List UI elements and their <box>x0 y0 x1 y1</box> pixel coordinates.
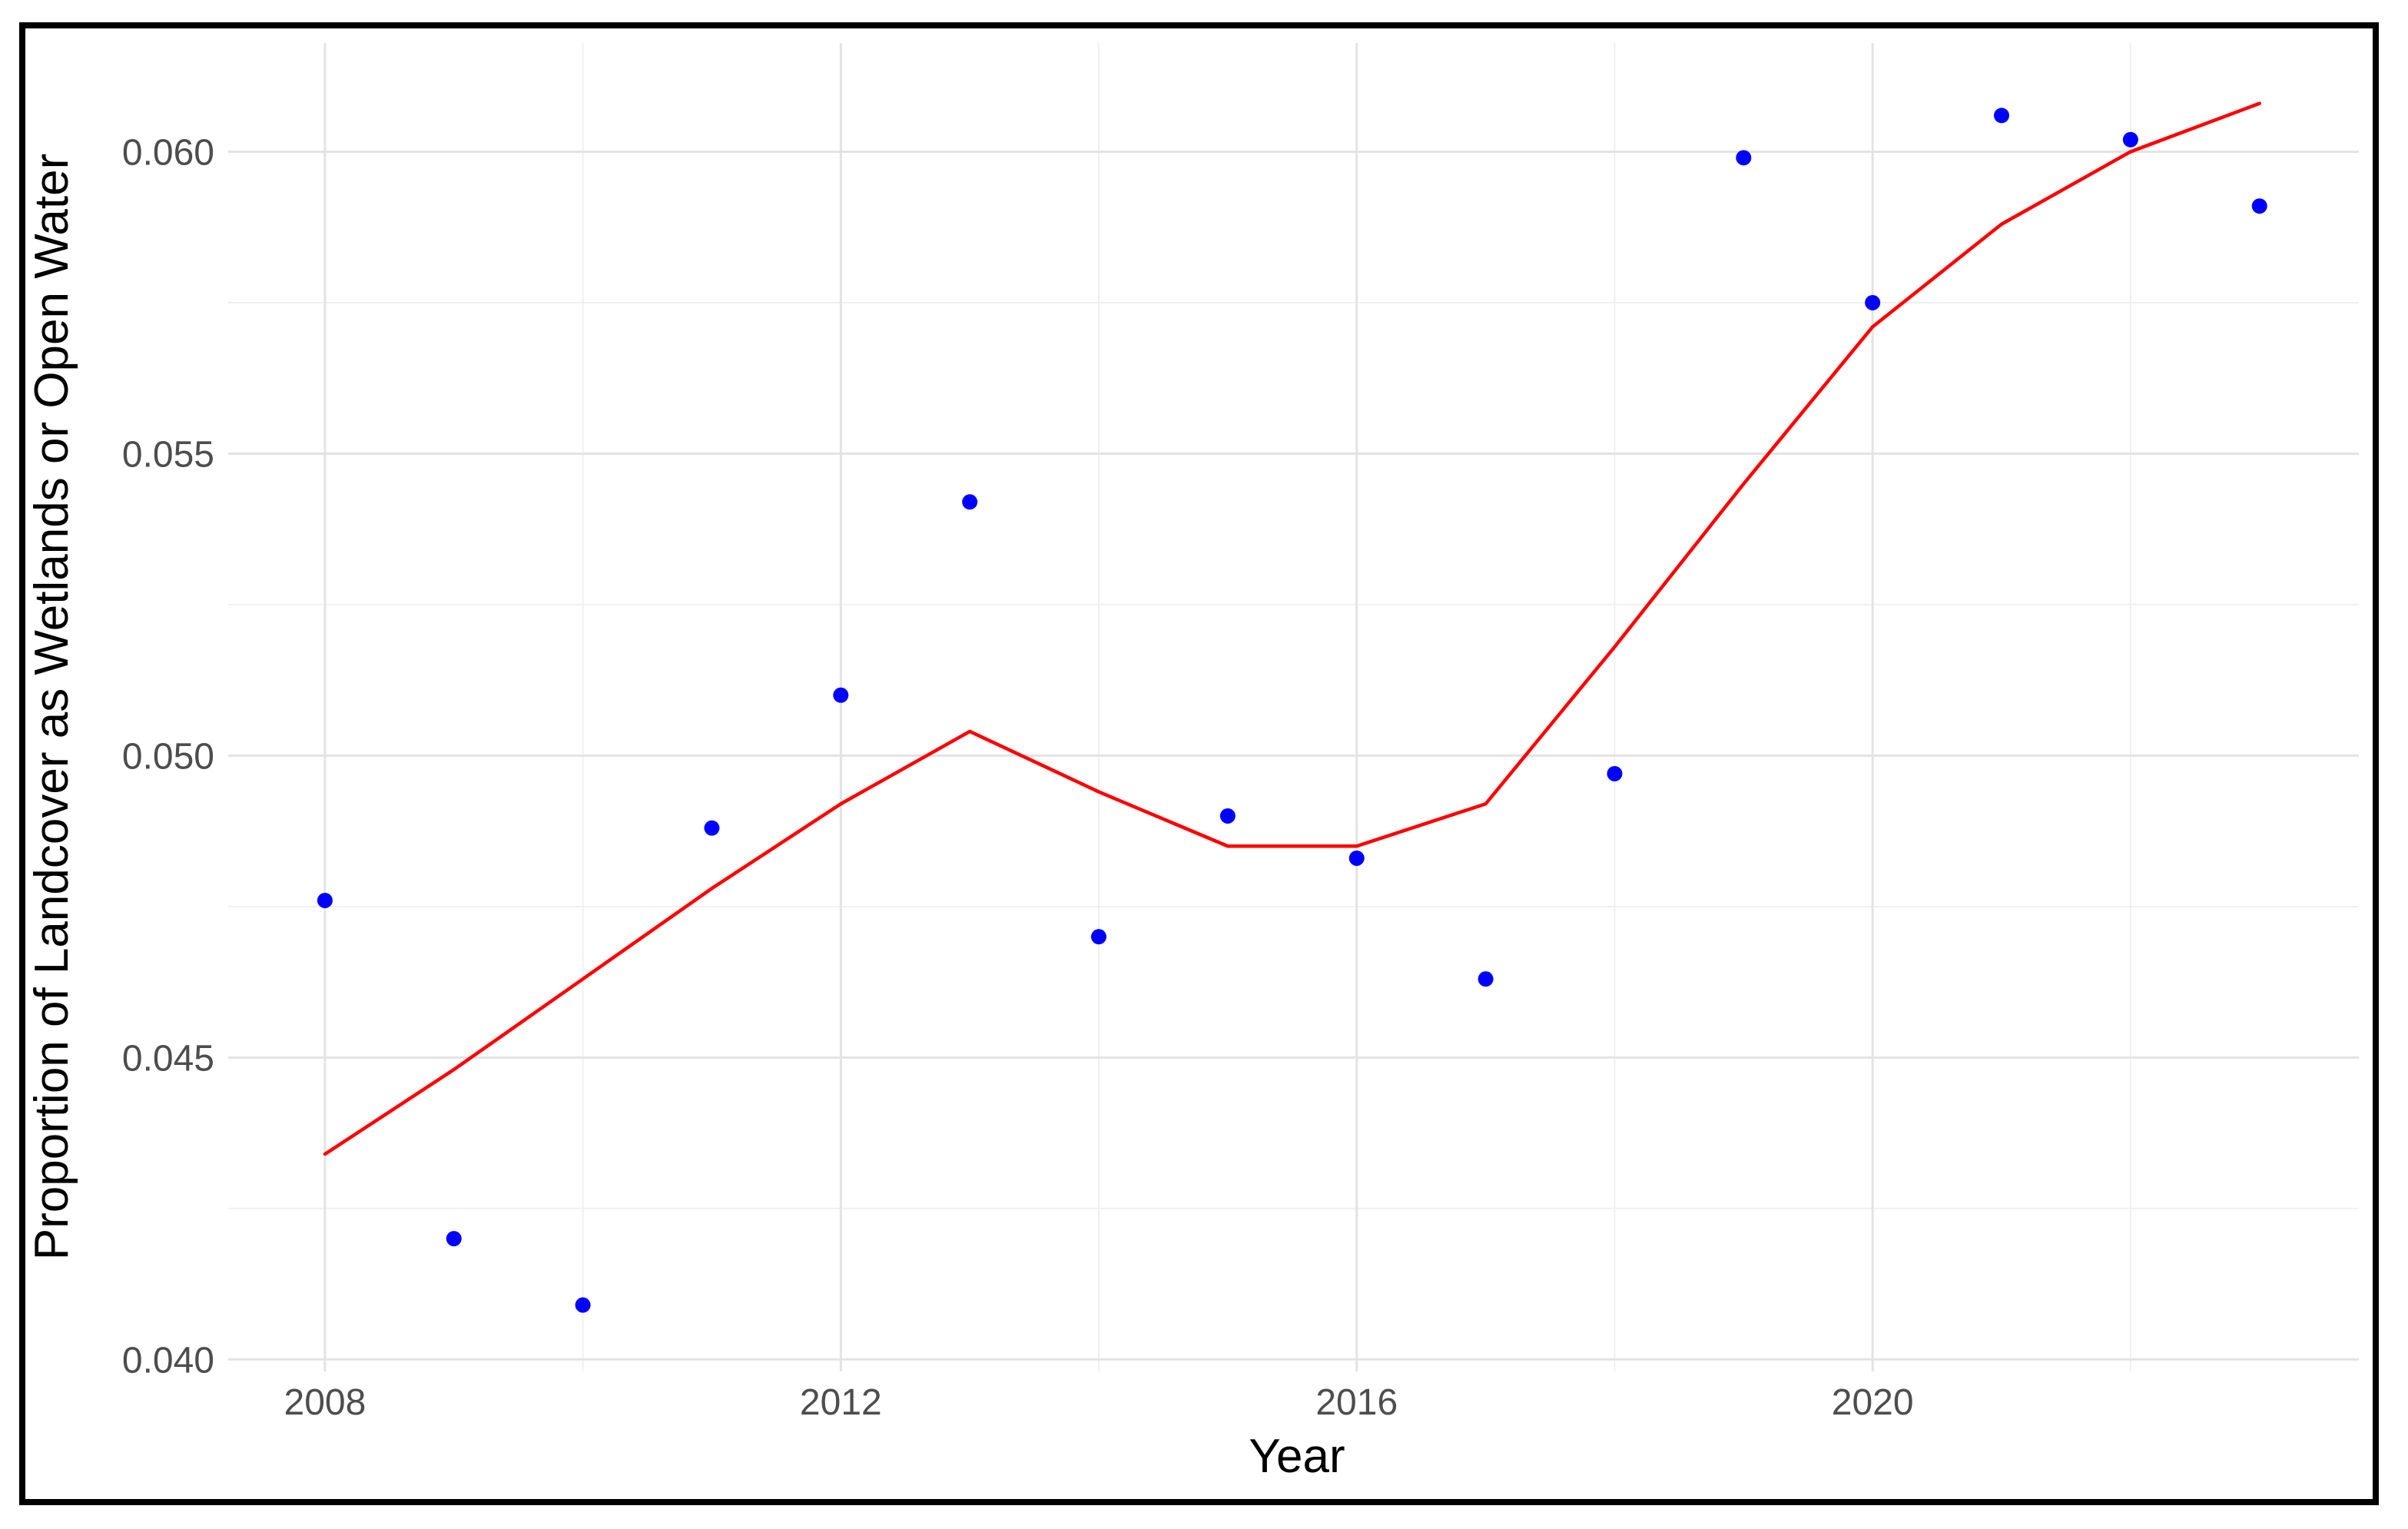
data-point-2021 <box>1994 108 2010 124</box>
data-point-2014 <box>1091 929 1107 945</box>
x-tick-label: 2008 <box>284 1382 367 1423</box>
y-tick-label: 0.060 <box>122 132 214 173</box>
data-point-2012 <box>833 687 849 703</box>
trend-line-layer <box>323 101 2261 1156</box>
data-point-2020 <box>1865 294 1881 310</box>
data-point-2015 <box>1219 808 1236 824</box>
figure-border <box>19 22 2379 1505</box>
y-axis-title: Proportion of Landcover as Wetlands or O… <box>25 154 78 1261</box>
data-point-2017 <box>1478 971 1494 987</box>
major-gridlines <box>228 43 2359 1371</box>
data-point-2013 <box>962 494 978 510</box>
data-point-2018 <box>1607 765 1623 781</box>
x-axis-tick-labels: 2008 2012 2016 2020 <box>284 1382 1914 1423</box>
x-tick-label: 2012 <box>800 1382 882 1423</box>
y-axis-tick-labels: 0.040 0.045 0.050 0.055 0.060 <box>122 132 214 1381</box>
y-tick-label: 0.040 <box>122 1340 214 1381</box>
y-tick-label: 0.055 <box>122 434 214 475</box>
y-tick-label: 0.050 <box>122 736 214 777</box>
data-point-2009 <box>446 1231 462 1247</box>
trend-line <box>323 101 2261 1156</box>
x-axis-title: Year <box>1249 1430 1345 1483</box>
data-point-2023 <box>2251 198 2267 214</box>
data-point-2010 <box>575 1297 591 1313</box>
minor-gridlines <box>228 43 2359 1371</box>
data-points-layer <box>317 108 2267 1313</box>
data-point-2011 <box>704 820 720 836</box>
x-tick-label: 2016 <box>1315 1382 1398 1423</box>
data-point-2016 <box>1348 850 1365 866</box>
plot-panel <box>228 43 2359 1371</box>
y-tick-label: 0.045 <box>122 1038 214 1079</box>
data-point-2019 <box>1736 150 1752 166</box>
data-point-2008 <box>317 892 333 908</box>
data-point-2022 <box>2122 131 2138 148</box>
x-tick-label: 2020 <box>1832 1382 1914 1423</box>
